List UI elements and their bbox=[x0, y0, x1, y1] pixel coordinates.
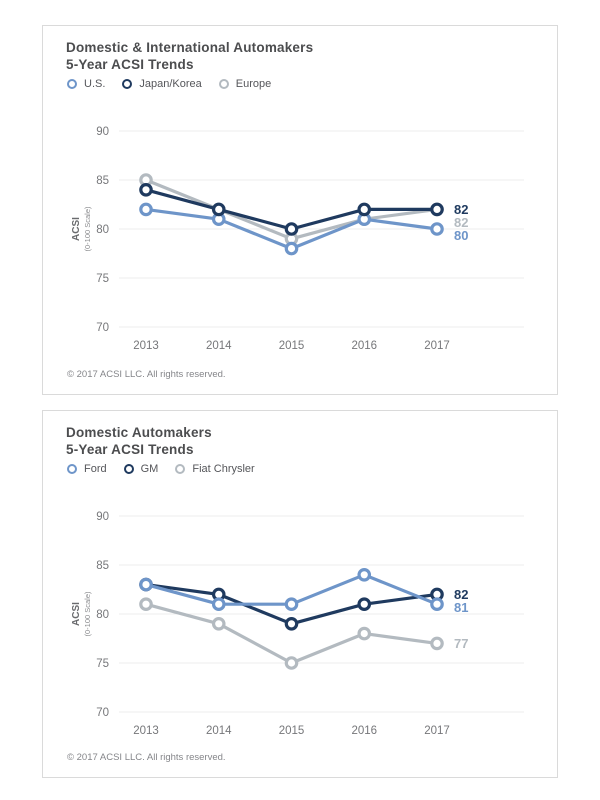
y-tick-label: 90 bbox=[96, 511, 109, 523]
data-point-japan-korea-2015 bbox=[284, 222, 299, 236]
chart-legend: U.S. Japan/Korea Europe bbox=[67, 78, 288, 90]
data-point-gm-2015 bbox=[284, 617, 299, 631]
legend-label: Europe bbox=[235, 78, 272, 90]
legend-swatch-icon bbox=[123, 464, 134, 474]
chart-title-line2: 5-Year ACSI Trends bbox=[66, 57, 194, 72]
line-chart-domestic: 90 85 80 75 70 2013 2014 2015 2016 2017 ACSI (0-100… bbox=[71, 511, 524, 737]
line-chart-international: 90 85 80 75 70 2013 2014 2015 2016 2017 ACSI (0-100… bbox=[71, 126, 524, 352]
legend-swatch-icon bbox=[67, 79, 77, 89]
data-point-u-s-2017 bbox=[430, 222, 444, 236]
data-point-fiat-chrysler-2017 bbox=[430, 636, 444, 651]
data-point-ford-2015 bbox=[284, 597, 299, 611]
y-tick-label: 90 bbox=[96, 126, 109, 138]
y-tick-label: 80 bbox=[96, 609, 109, 621]
end-value-label: 80 bbox=[454, 228, 468, 243]
x-tick-label: 2014 bbox=[206, 725, 232, 737]
data-point-japan-korea-2016 bbox=[357, 202, 372, 217]
x-tick-label: 2017 bbox=[424, 725, 450, 737]
y-tick-label: 80 bbox=[96, 224, 109, 236]
data-point-fiat-chrysler-2014 bbox=[211, 617, 226, 631]
legend-label: Ford bbox=[84, 463, 107, 475]
copyright-note: © 2017 ACSI LLC. All rights reserved. bbox=[67, 752, 226, 763]
chart-title: Domestic & International Automakers 5-Ye… bbox=[66, 39, 313, 73]
data-point-fiat-chrysler-2015 bbox=[284, 656, 299, 670]
data-point-japan-korea-2017 bbox=[430, 202, 444, 217]
chart-card-international: Domestic & International Automakers 5-Ye… bbox=[42, 25, 558, 395]
end-value-label: 82 bbox=[454, 202, 468, 217]
chart-title-line2: 5-Year ACSI Trends bbox=[66, 442, 194, 457]
data-point-gm-2016 bbox=[357, 597, 372, 611]
legend-item-gm: GM bbox=[123, 463, 159, 475]
legend-swatch-icon bbox=[122, 79, 133, 89]
end-value-label: 81 bbox=[454, 600, 468, 615]
y-tick-label: 85 bbox=[96, 175, 109, 187]
legend-label: U.S. bbox=[84, 78, 106, 90]
chart-title-line1: Domestic & International Automakers bbox=[66, 40, 314, 55]
x-tick-label: 2013 bbox=[133, 725, 159, 737]
chart-title: Domestic Automakers 5-Year ACSI Trends bbox=[66, 424, 212, 458]
y-axis-title: ACSI bbox=[71, 602, 82, 626]
x-tick-label: 2013 bbox=[133, 340, 159, 352]
data-point-ford-2017 bbox=[430, 597, 444, 611]
end-value-label: 77 bbox=[454, 636, 468, 651]
legend-label: GM bbox=[140, 463, 159, 475]
y-axis-subtitle: (0-100 Scale) bbox=[83, 206, 92, 252]
data-point-u-s-2015 bbox=[284, 241, 299, 256]
chart-legend: Ford GM Fiat Chrysler bbox=[67, 463, 272, 475]
data-point-fiat-chrysler-2016 bbox=[357, 626, 372, 641]
legend-swatch-icon bbox=[67, 464, 77, 474]
x-tick-label: 2016 bbox=[351, 725, 377, 737]
legend-item-europe: Europe bbox=[218, 78, 272, 90]
x-tick-label: 2015 bbox=[279, 725, 305, 737]
data-point-ford-2013 bbox=[139, 577, 153, 592]
y-axis-title: ACSI bbox=[71, 217, 82, 241]
y-tick-label: 75 bbox=[96, 273, 109, 285]
legend-item-ford: Ford bbox=[67, 463, 107, 475]
end-value-label: 82 bbox=[454, 587, 468, 602]
data-point-fiat-chrysler-2013 bbox=[139, 597, 153, 611]
x-tick-label: 2014 bbox=[206, 340, 232, 352]
chart-card-domestic: Domestic Automakers 5-Year ACSI Trends F… bbox=[42, 410, 558, 778]
data-point-japan-korea-2014 bbox=[211, 202, 226, 217]
y-axis-subtitle: (0-100 Scale) bbox=[83, 591, 92, 637]
y-tick-label: 70 bbox=[96, 707, 109, 719]
data-point-japan-korea-2013 bbox=[139, 183, 153, 197]
legend-label: Fiat Chrysler bbox=[192, 463, 255, 475]
legend-swatch-icon bbox=[218, 79, 229, 89]
x-tick-label: 2017 bbox=[424, 340, 450, 352]
y-tick-label: 85 bbox=[96, 560, 109, 572]
y-tick-label: 70 bbox=[96, 322, 109, 334]
end-value-label: 82 bbox=[454, 215, 468, 230]
legend-item-fiat-chrysler: Fiat Chrysler bbox=[175, 463, 255, 475]
data-point-ford-2016 bbox=[357, 568, 372, 582]
legend-item-japan-korea: Japan/Korea bbox=[122, 78, 202, 90]
copyright-note: © 2017 ACSI LLC. All rights reserved. bbox=[67, 369, 226, 380]
data-point-ford-2014 bbox=[211, 597, 226, 611]
legend-swatch-icon bbox=[175, 464, 186, 474]
x-tick-label: 2015 bbox=[279, 340, 305, 352]
chart-title-line1: Domestic Automakers bbox=[66, 425, 212, 440]
series-line-fiat-chrysler bbox=[145, 602, 438, 665]
y-tick-label: 75 bbox=[96, 658, 109, 670]
legend-item-u-s: U.S. bbox=[67, 78, 105, 90]
data-point-u-s-2013 bbox=[139, 202, 153, 217]
legend-label: Japan/Korea bbox=[139, 78, 202, 90]
x-tick-label: 2016 bbox=[351, 340, 377, 352]
